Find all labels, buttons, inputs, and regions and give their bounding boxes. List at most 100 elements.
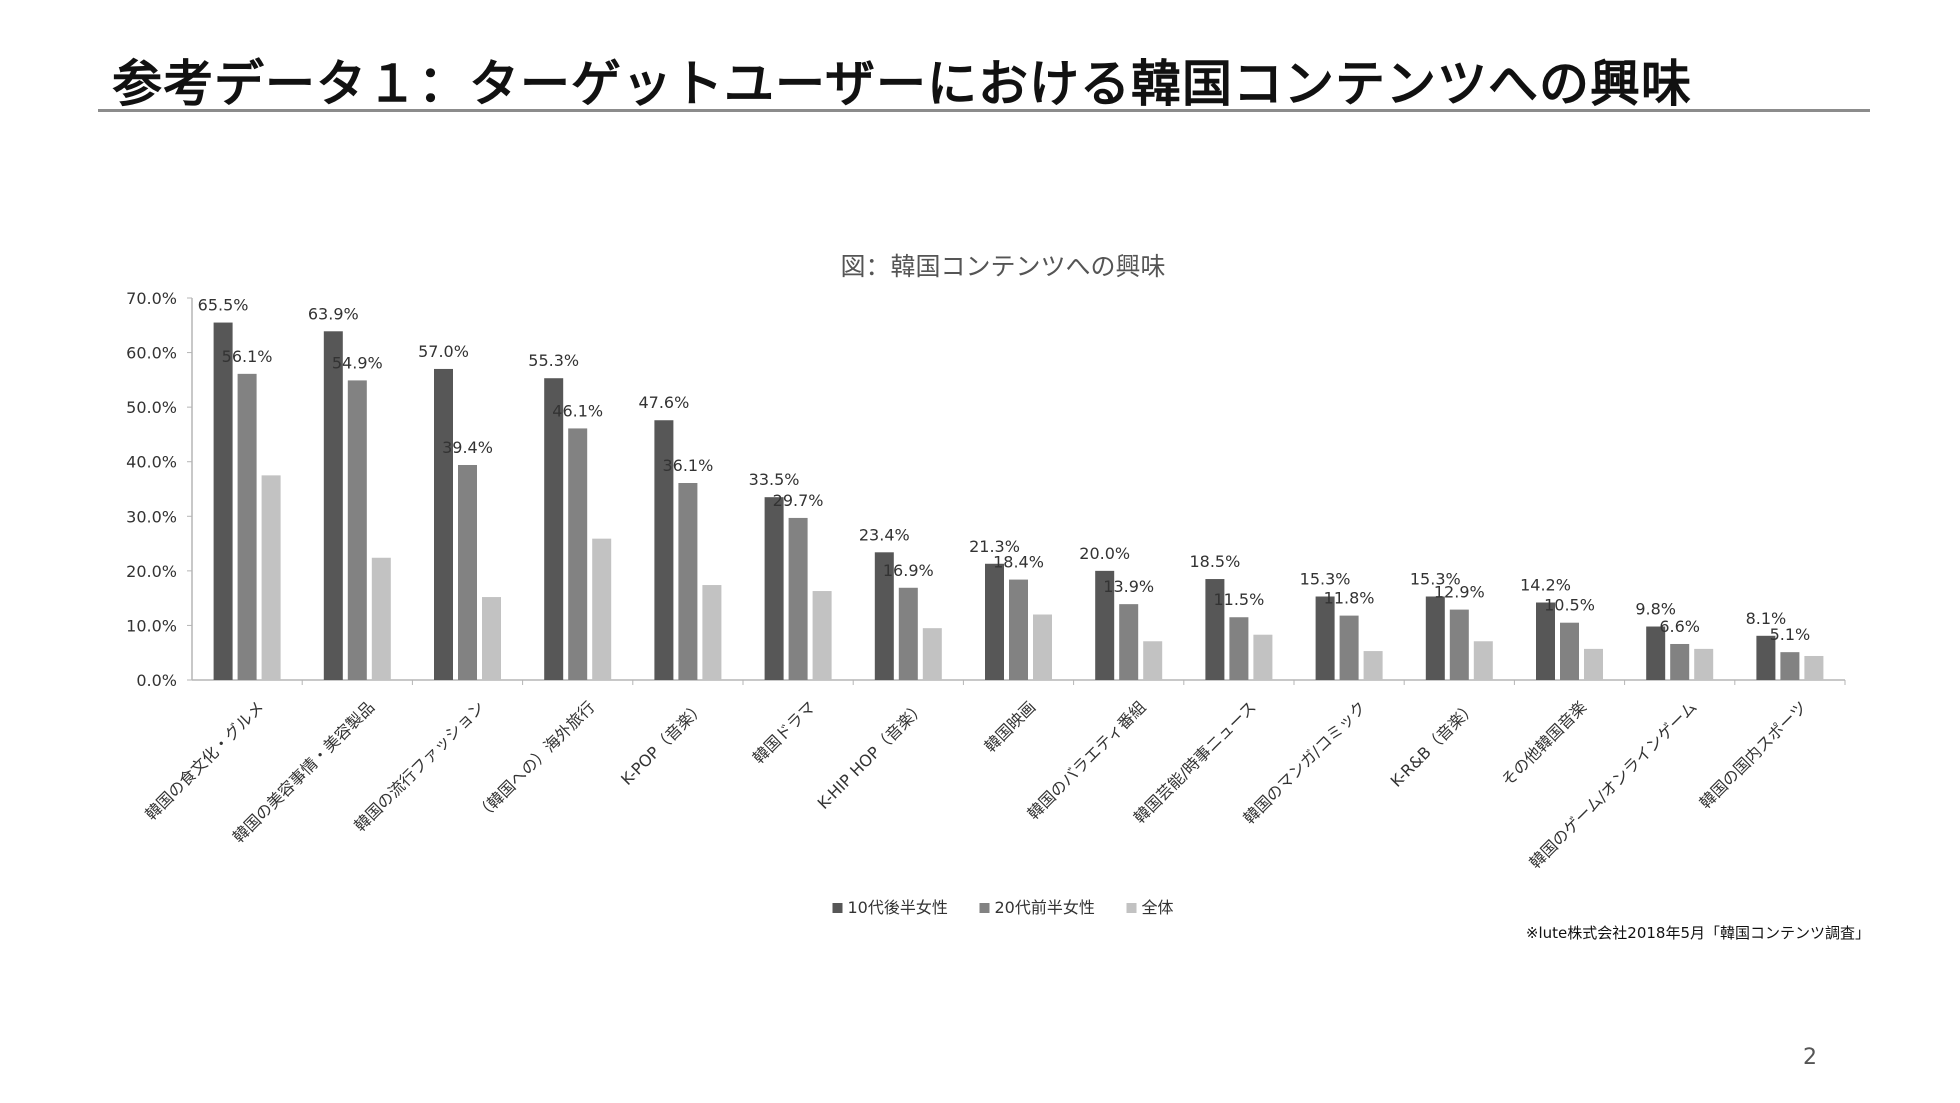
x-tick-label: K-R&B（音楽） [1387,697,1480,790]
data-label: 10.5% [1544,596,1595,615]
data-label: 9.8% [1635,600,1676,619]
data-label: 11.8% [1324,589,1375,608]
data-label: 57.0% [418,342,469,361]
data-label: 23.4% [859,525,910,544]
bar [434,368,453,680]
x-tick-label: 韓国の流行ファッション [350,697,488,835]
bar [1756,635,1776,680]
bar [1804,655,1824,680]
bar [1425,596,1445,680]
y-tick-label: 50.0% [126,398,177,417]
data-label: 47.6% [638,393,689,412]
bar [1119,604,1139,680]
y-tick-label: 70.0% [126,289,177,308]
data-labels: 65.5% 63.9% 57.0% 55.3% 47.6% 33.5% 23.4% 21.3%… [198,296,1811,645]
data-label: 6.6% [1659,617,1700,636]
bar [1143,641,1163,680]
bar [1536,602,1555,680]
bar [371,557,391,680]
x-tick-label: 韓国映画 [981,697,1040,756]
y-tick-label: 20.0% [126,562,177,581]
bars [213,322,1824,680]
data-label: 20.0% [1079,544,1130,563]
bar [1473,641,1493,680]
x-tick-label: 韓国ドラマ [749,697,819,767]
bar [458,464,477,680]
x-tick-label: 韓国のバラエティ番組 [1024,697,1150,823]
data-label: 54.9% [332,353,383,372]
bar [764,497,784,680]
bar [1033,614,1052,680]
bar [213,322,233,680]
bar [1560,622,1579,680]
bar [1229,617,1249,680]
y-tick-label: 10.0% [126,616,177,635]
bar [678,482,698,680]
x-tick-label: 韓国の国内スポーツ [1696,697,1811,812]
data-label: 15.3% [1300,570,1351,589]
data-label: 21.3% [969,537,1020,556]
bar [347,380,367,680]
slide-title: 参考データ１：ターゲットユーザーにおける韓国コンテンツへの興味 [112,55,1692,113]
x-tick-label: （韓国への）海外旅行 [472,697,599,824]
data-label: 39.4% [442,438,493,457]
data-label: 46.1% [552,401,603,420]
x-tick-label: その他韓国音楽 [1498,697,1591,790]
data-label: 18.5% [1189,552,1240,571]
bar [788,517,808,680]
legend-swatch [832,903,843,913]
y-tick-label: 0.0% [136,671,177,690]
x-tick-label: 韓国のマンガ/コミック [1240,697,1370,827]
y-tick-label: 30.0% [126,507,177,526]
bar [568,428,588,680]
data-label: 12.9% [1434,583,1485,602]
bar [592,538,612,680]
bar [1584,648,1603,680]
title-divider [98,109,1870,112]
bar [702,585,722,680]
bar [482,597,501,680]
bar [1694,648,1714,680]
bar [1339,615,1359,680]
x-tick-label: K-POP（音楽） [617,697,709,789]
y-tick-label: 60.0% [126,344,177,363]
data-label: 33.5% [749,470,800,489]
data-label: 63.9% [308,304,359,323]
data-label: 56.1% [222,347,273,366]
legend-label: 10代後半女性 [848,898,948,917]
data-label: 5.1% [1770,625,1811,644]
y-axis: 0.0% 10.0% 20.0% 30.0% 40.0% 50.0% 60.0% 70.0% [126,289,193,690]
bar [922,628,942,680]
data-label: 15.3% [1410,570,1461,589]
data-label: 14.2% [1520,576,1571,595]
x-axis: 韓国の食文化・グルメ韓国の美容事情・美容製品韓国の流行ファッション（韓国への）海… [141,679,1846,872]
bar [812,591,832,680]
bar [1315,596,1335,680]
data-label: 36.1% [662,456,713,475]
data-label: 13.9% [1103,577,1154,596]
bar [261,475,281,680]
data-label: 11.5% [1213,590,1264,609]
data-label: 29.7% [773,491,824,510]
y-tick-label: 40.0% [126,453,177,472]
data-label: 65.5% [198,296,249,315]
page-number: 2 [1803,1045,1817,1070]
bar [1253,634,1273,680]
legend-item: 全体 [1126,898,1174,917]
bar [237,373,257,680]
legend-swatch [979,903,990,913]
legend-item: 20代前半女性 [979,898,1095,917]
bar [323,331,343,680]
bar [1449,609,1469,680]
bar [898,587,918,680]
bar [1363,651,1383,680]
data-label: 8.1% [1746,609,1787,628]
bar [1205,579,1225,680]
legend: 10代後半女性 20代前半女性 全体 [832,898,1174,917]
data-label: 55.3% [528,351,579,370]
x-tick-label: 韓国芸能/時事ニュース [1130,697,1260,827]
legend-swatch [1126,903,1137,913]
data-label: 18.4% [993,553,1044,572]
x-tick-label: K-HIP HOP（音楽） [814,697,930,813]
